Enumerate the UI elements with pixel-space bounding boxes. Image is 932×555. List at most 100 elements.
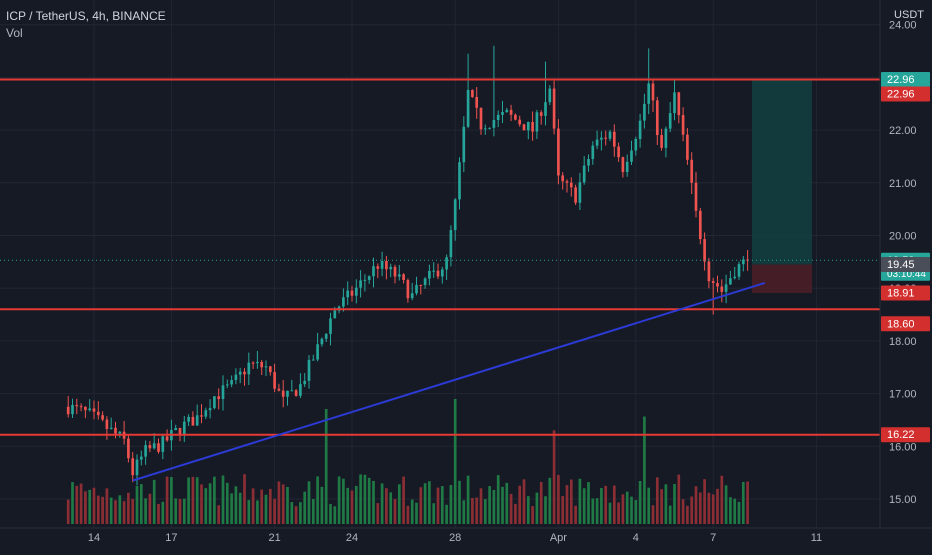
- price-label-text: 22.96: [887, 89, 915, 101]
- volume-bar: [105, 488, 109, 524]
- candle-body: [436, 270, 440, 277]
- candle-body: [294, 390, 298, 396]
- volume-bar: [161, 501, 165, 524]
- volume-bar: [595, 498, 599, 524]
- volume-bar: [84, 491, 87, 524]
- candle-body: [440, 269, 444, 277]
- volume-bar: [191, 476, 195, 524]
- candle-body: [612, 131, 616, 147]
- volume-bar: [415, 502, 418, 524]
- volume-bar: [440, 486, 444, 524]
- candle-body: [84, 406, 87, 411]
- candle-body: [501, 112, 504, 115]
- volume-bar: [118, 495, 122, 524]
- candle-body: [514, 114, 517, 120]
- volume-bar: [733, 498, 737, 524]
- volume-bar: [703, 479, 706, 524]
- volume-bar: [686, 505, 689, 524]
- volume-bar: [617, 502, 620, 524]
- volume-bar: [621, 494, 625, 524]
- candle-body: [354, 287, 358, 296]
- candle-body: [307, 359, 311, 381]
- volume-bar: [677, 474, 681, 524]
- candle-body: [552, 88, 556, 129]
- candle-body: [105, 419, 109, 429]
- candle-body: [182, 421, 186, 435]
- volume-bar: [363, 474, 367, 524]
- candle-body: [406, 279, 410, 299]
- candle-body: [161, 436, 165, 452]
- volume-bar: [557, 474, 560, 524]
- volume-bar: [79, 483, 83, 524]
- candle-body: [686, 134, 689, 160]
- volume-bar: [453, 399, 457, 524]
- candle-body: [342, 297, 345, 307]
- volume-bar: [561, 495, 565, 524]
- volume-bar: [428, 481, 431, 524]
- price-label-box: [881, 86, 930, 102]
- candle-body: [101, 415, 104, 420]
- candle-body: [419, 284, 423, 286]
- volume-bar: [544, 496, 547, 524]
- volume-bar: [651, 505, 655, 524]
- candle-body: [290, 390, 294, 392]
- volume-bar: [630, 496, 633, 524]
- candle-body: [638, 120, 642, 139]
- volume-bar: [574, 505, 577, 524]
- volume-bar: [109, 497, 113, 524]
- candle-body: [681, 115, 685, 135]
- candle-body: [643, 103, 646, 121]
- candle-body: [471, 89, 474, 98]
- price-label-box: [881, 427, 930, 443]
- candle-body: [281, 390, 285, 397]
- volume-bar: [157, 503, 160, 524]
- volume-bar: [333, 506, 337, 524]
- volume-bar: [518, 485, 522, 524]
- volume-indicator-label[interactable]: Vol: [6, 26, 23, 40]
- volume-bar: [221, 475, 225, 524]
- volume-bar: [135, 485, 139, 524]
- candle-body: [385, 260, 388, 270]
- volume-bar: [174, 498, 178, 524]
- candle-body: [535, 112, 539, 132]
- candle-body: [152, 443, 156, 449]
- volume-bar: [337, 476, 341, 524]
- volume-bar: [342, 478, 345, 524]
- candle-body: [608, 131, 612, 139]
- candle-body: [208, 408, 212, 411]
- candle-body: [733, 276, 737, 279]
- volume-bar: [625, 491, 629, 524]
- volume-bar: [71, 482, 74, 524]
- candle-body: [428, 270, 431, 279]
- volume-bar: [496, 475, 500, 524]
- price-label-text: 22.96: [887, 74, 915, 86]
- candle-body: [557, 128, 560, 176]
- volume-bar: [324, 409, 328, 524]
- price-label-box: [881, 285, 930, 301]
- symbol-title[interactable]: ICP / TetherUS, 4h, BINANCE: [6, 9, 166, 23]
- candle-body: [71, 404, 74, 415]
- candle-body: [217, 396, 221, 400]
- candle-body: [225, 384, 229, 386]
- candle-body: [475, 97, 479, 108]
- y-tick-label: 22.00: [889, 125, 917, 137]
- volume-bar: [101, 496, 104, 524]
- candle-body: [569, 182, 573, 188]
- candle-body: [148, 445, 152, 449]
- candle-body: [729, 278, 732, 285]
- volume-bar: [247, 500, 251, 524]
- candle-body: [703, 239, 706, 262]
- volume-bar: [268, 488, 272, 524]
- volume-bar: [548, 477, 552, 524]
- candle-body: [247, 362, 251, 375]
- volume-bar: [647, 487, 651, 524]
- volume-bar: [660, 489, 663, 524]
- volume-bar: [707, 492, 711, 524]
- candle-body: [324, 333, 328, 339]
- volume-bar: [397, 484, 401, 524]
- candle-body: [604, 137, 608, 139]
- candle-body: [187, 416, 190, 422]
- volume-bar: [389, 492, 393, 524]
